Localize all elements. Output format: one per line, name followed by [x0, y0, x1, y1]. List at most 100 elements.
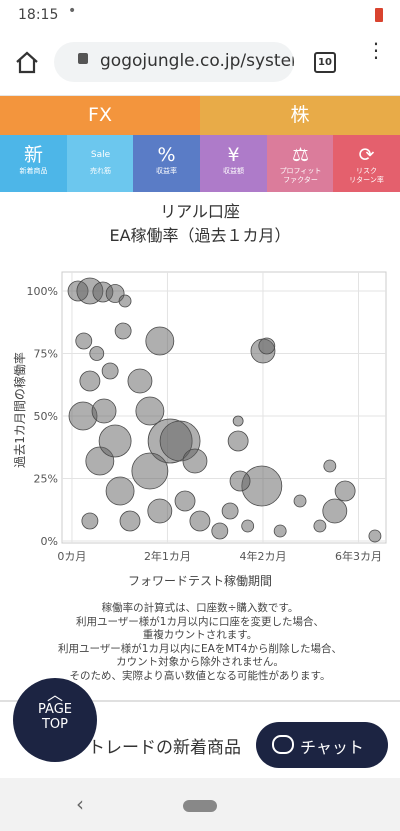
- clock: 18:15: [18, 7, 59, 23]
- bubble: [75, 332, 93, 350]
- bubble: [258, 337, 276, 355]
- bubble: [101, 362, 119, 380]
- browser-bar: gogojungle.co.jp/system 10 ⋮: [0, 30, 400, 96]
- nav-label: 収益率: [156, 167, 177, 175]
- y-tick-label: 0%: [41, 535, 58, 548]
- x-tick-label: 2年1カ月: [144, 549, 191, 563]
- nav-label: プロフィット: [279, 167, 322, 175]
- divider: [0, 700, 400, 702]
- bubble: [118, 294, 132, 308]
- nav-item[interactable]: Sale 売れ筋: [67, 135, 134, 192]
- chat-icon: [272, 735, 294, 754]
- bubble: [182, 448, 208, 474]
- tab-count[interactable]: 10: [314, 52, 336, 73]
- nav-label: 売れ筋: [90, 167, 111, 175]
- bubble: [322, 498, 348, 524]
- y-tick-label: 100%: [27, 285, 58, 298]
- bubble: [131, 452, 169, 490]
- nav-label: ファクター: [283, 176, 318, 184]
- nav-item[interactable]: 新新着商品: [0, 135, 67, 192]
- url: gogojungle.co.jp/system: [100, 51, 294, 71]
- nav-label: リスク: [356, 167, 377, 175]
- nav-icon: ⟳: [358, 144, 375, 166]
- nav-item[interactable]: ⟳ リスク リターン率: [333, 135, 400, 192]
- bubble: [211, 522, 229, 540]
- back-button[interactable]: ‹: [76, 792, 84, 816]
- bubble: [79, 370, 101, 392]
- page-top-label: TOP: [41, 717, 68, 732]
- bubble: [135, 396, 165, 426]
- y-tick-label: 75%: [34, 348, 58, 361]
- nav-icon: ⚖: [291, 144, 310, 166]
- bubble: [273, 524, 287, 538]
- bubble: [241, 519, 255, 533]
- bubble: [147, 498, 173, 524]
- bubble: [145, 326, 175, 356]
- home-button[interactable]: [14, 50, 40, 74]
- bubble: [334, 480, 356, 502]
- x-tick-label: 4年2カ月: [239, 549, 286, 563]
- chart-title: リアル口座: [160, 202, 240, 221]
- bubble: [127, 368, 153, 394]
- nav-item[interactable]: ⚖ プロフィット ファクター: [267, 135, 334, 192]
- x-tick-label: 0カ月: [57, 550, 86, 563]
- note-line: 稼働率の計算式は、口座数÷購入数です。: [101, 602, 299, 614]
- nav-icon: ¥: [227, 144, 240, 166]
- nav-item[interactable]: ¥ 収益額: [200, 135, 267, 192]
- arrow: ︿: [46, 685, 63, 704]
- chart: リアル口座 EA稼働率（過去１カ月） フォワードテスト稼働期間 過去1カ月間の稼…: [12, 202, 387, 588]
- nav-label: リターン率: [349, 176, 384, 184]
- section-title: トレードの新着商品: [88, 738, 241, 758]
- nav-icon: Sale: [90, 150, 111, 160]
- tab-fx[interactable]: FX: [0, 96, 200, 135]
- bubble: [81, 512, 99, 530]
- url-bar[interactable]: gogojungle.co.jp/system: [54, 42, 294, 82]
- notes: 稼働率の計算式は、口座数÷購入数です。 利用ユーザー様が1カ月以内に口座を変更した…: [0, 602, 400, 684]
- tab-stock[interactable]: 株: [200, 96, 400, 135]
- bubble: [323, 459, 337, 473]
- nav-item[interactable]: % 収益率: [133, 135, 200, 192]
- chat-button[interactable]: チャット: [256, 722, 388, 768]
- note-line: 利用ユーザー様が1カ月以内にEAをMT4から削除した場合、: [58, 642, 342, 655]
- bubbles: [67, 277, 382, 543]
- nav-label: 収益額: [223, 167, 244, 175]
- bubble: [368, 529, 382, 543]
- bubble: [98, 424, 132, 458]
- bubble: [189, 510, 211, 532]
- y-axis-title: 過去1カ月間の稼働率: [12, 352, 27, 468]
- note-line: 重複カウントされます。: [142, 629, 258, 642]
- page-top-button[interactable]: ︿ PAGE TOP: [13, 678, 97, 762]
- nav-icon: %: [157, 144, 176, 166]
- bubble: [221, 502, 239, 520]
- dot: •: [68, 3, 77, 19]
- y-tick-label: 50%: [34, 410, 58, 423]
- chart-title: EA稼働率（過去１カ月）: [109, 226, 290, 245]
- chat-label: チャット: [300, 738, 364, 757]
- battery: [375, 8, 383, 22]
- note-line: カウント対象から除外されません。: [116, 656, 284, 669]
- bubble: [227, 430, 249, 452]
- bubble: [293, 494, 307, 508]
- bubble: [229, 470, 251, 492]
- x-axis-title: フォワードテスト稼働期間: [128, 573, 272, 588]
- note-line: 利用ユーザー様が1カ月以内に口座を変更した場合、: [76, 615, 324, 628]
- bubble: [119, 510, 141, 532]
- y-tick-label: 25%: [34, 473, 58, 486]
- nav-label: 新着商品: [19, 167, 48, 175]
- bubble: [174, 490, 196, 512]
- plot-frame: [61, 271, 387, 544]
- bubble: [105, 476, 135, 506]
- system-nav: ‹: [0, 778, 400, 831]
- page-top-label: PAGE: [38, 702, 72, 717]
- status-bar: 18:15 •: [0, 0, 400, 30]
- bubble: [313, 519, 327, 533]
- note-line: そのため、実際より高い数値となる可能性があります。: [69, 669, 331, 682]
- bubble: [114, 322, 132, 340]
- x-tick-label: 6年3カ月: [335, 549, 382, 563]
- menu-button[interactable]: ⋮: [366, 38, 386, 62]
- home-pill[interactable]: [183, 800, 217, 812]
- lock-icon: [78, 53, 88, 64]
- nav-icon: 新: [23, 144, 43, 166]
- bubble: [89, 346, 105, 361]
